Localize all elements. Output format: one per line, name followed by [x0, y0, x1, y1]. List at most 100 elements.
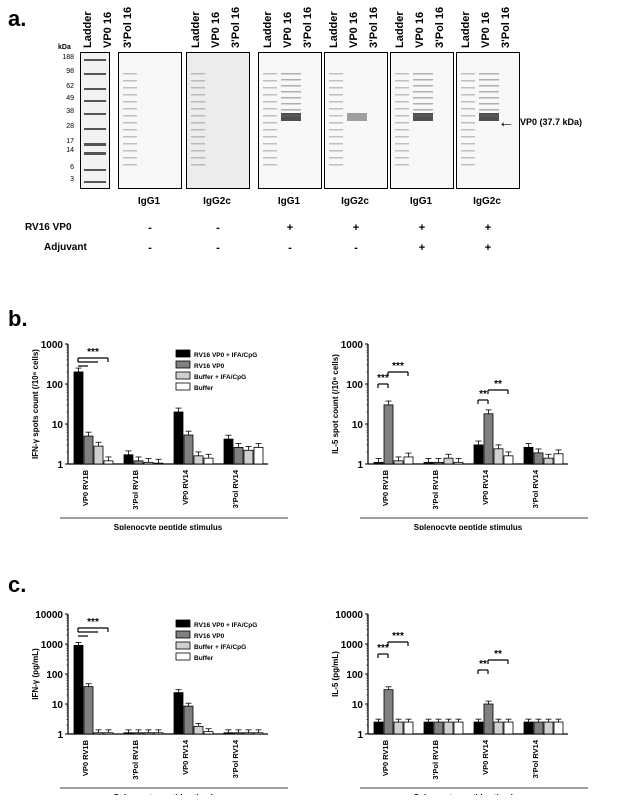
- kda-tick-label: 188: [62, 54, 74, 61]
- ladder-strip: [80, 52, 110, 189]
- legend-label: Buffer + IFA/CpG: [194, 644, 246, 651]
- bar: [433, 721, 444, 735]
- row-label-adjuvant: Adjuvant: [44, 242, 87, 253]
- x-tick-label: VP0 RV1B: [381, 739, 390, 776]
- isotype-label: IgG2c: [473, 196, 501, 207]
- y-tick-label: 1000: [41, 640, 64, 651]
- kda-tick-label: 3: [70, 176, 74, 183]
- bar: [553, 721, 564, 735]
- legend-swatch: [175, 641, 191, 650]
- kda-tick-label: 49: [66, 95, 74, 102]
- bar: [73, 644, 84, 735]
- bar: [123, 732, 134, 735]
- lane-label: Ladder: [262, 11, 274, 48]
- bar: [143, 461, 154, 465]
- legend-swatch: [175, 349, 191, 358]
- legend-swatch: [175, 630, 191, 639]
- x-tick-label: VP0 RV14: [481, 739, 490, 775]
- legend-swatch: [175, 371, 191, 380]
- y-tick-label: 100: [346, 380, 363, 391]
- significance-label: **: [494, 649, 502, 660]
- bar: [153, 462, 164, 465]
- legend-label: Buffer + IFA/CpG: [194, 374, 246, 381]
- lane-label: 3'Pol 16: [230, 6, 242, 48]
- bar: [543, 457, 554, 465]
- bar: [123, 454, 134, 465]
- panel-c-letter: c.: [8, 572, 27, 597]
- kda-scale: 188 98 62 49 38 28 17 14 6 3: [50, 52, 78, 192]
- isotype-label: IgG1: [409, 196, 433, 207]
- y-tick-label: 1: [357, 460, 363, 471]
- kda-tick-label: 62: [66, 83, 74, 90]
- kda-tick-label: 28: [66, 123, 74, 130]
- bar: [533, 452, 544, 465]
- bar: [83, 435, 94, 465]
- y-tick-label: 1000: [341, 340, 364, 351]
- x-tick-label: 3'Pol RV1B: [431, 469, 440, 509]
- bar: [193, 455, 204, 465]
- lane-label: 3'Pol 16: [122, 6, 134, 48]
- bar: [253, 447, 264, 465]
- x-tick-label: 3'Pol RV14: [231, 739, 240, 778]
- bar: [173, 411, 184, 465]
- bar: [93, 445, 104, 465]
- western-blot-image: [324, 52, 388, 189]
- y-tick-label: 10: [52, 700, 64, 711]
- chart-ifn-pgml: 1 10 100 1000 10000 IFN-γ (pg/mL) VP0 RV1B 3'Po…: [31, 610, 288, 795]
- significance-label: **: [494, 379, 502, 390]
- lane-label: Ladder: [82, 11, 94, 48]
- treatment-mark: -: [148, 222, 152, 234]
- x-tick-label: 3'Pol RV1B: [131, 739, 140, 779]
- bar: [543, 721, 554, 735]
- lane-label: 3'Pol 16: [434, 6, 446, 48]
- y-tick-label: 1000: [41, 340, 64, 351]
- bar: [203, 457, 214, 465]
- legend-label: RV16 VP0 + IFA/CpG: [194, 622, 257, 629]
- bar: [133, 732, 144, 735]
- bar: [183, 434, 194, 465]
- bar: [233, 732, 244, 735]
- bar: [103, 732, 114, 735]
- y-tick-label: 10: [352, 700, 364, 711]
- bar: [253, 732, 264, 735]
- significance-label: ***: [377, 643, 389, 654]
- isotype-label: IgG2c: [341, 196, 369, 207]
- bar: [493, 448, 504, 465]
- lane-label: Ladder: [328, 11, 340, 48]
- bar: [133, 460, 144, 465]
- bar: [483, 413, 494, 465]
- bar: [173, 692, 184, 735]
- x-tick-label: VP0 RV14: [181, 469, 190, 505]
- y-tick-label: 1: [57, 730, 63, 741]
- y-tick-label: 100: [346, 670, 363, 681]
- lane-label: VP0 16: [102, 11, 114, 48]
- bar: [443, 721, 454, 735]
- treatment-mark: -: [288, 242, 292, 254]
- x-tick-label: VP0 RV14: [181, 739, 190, 775]
- legend-swatch: [175, 360, 191, 369]
- bar: [373, 461, 384, 465]
- bar: [223, 732, 234, 735]
- y-tick-label: 10: [52, 420, 64, 431]
- x-axis-label: Splenocyte peptide stimulus: [114, 523, 223, 530]
- y-tick-label: 1: [357, 730, 363, 741]
- bar: [493, 721, 504, 735]
- y-axis-label: IL-5 (pg/mL): [331, 651, 340, 697]
- x-tick-label: 3'Pol RV14: [531, 469, 540, 508]
- bar: [433, 461, 444, 465]
- legend-swatch: [175, 382, 191, 391]
- kda-tick-label: 6: [70, 164, 74, 171]
- bar: [483, 703, 494, 735]
- y-tick-label: 100: [46, 380, 63, 391]
- bar: [423, 721, 434, 735]
- panel-b-letter: b.: [8, 306, 28, 331]
- bar: [423, 461, 434, 465]
- y-tick-label: 10000: [335, 610, 363, 621]
- y-tick-label: 1: [57, 460, 63, 471]
- kda-tick-label: 17: [66, 138, 74, 145]
- legend-swatch: [175, 652, 191, 661]
- x-tick-label: 3'Pol RV14: [531, 739, 540, 778]
- western-blot-image: [186, 52, 250, 189]
- x-tick-label: 3'Pol RV1B: [131, 469, 140, 509]
- legend-label: Buffer: [194, 655, 214, 662]
